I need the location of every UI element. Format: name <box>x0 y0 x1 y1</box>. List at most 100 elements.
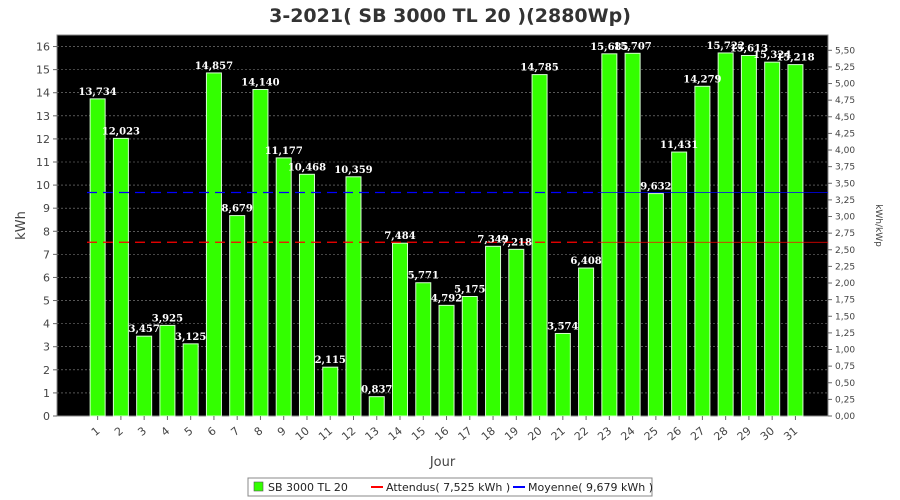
x-tick-label: 8 <box>252 424 266 438</box>
x-tick-label: 3 <box>135 424 149 438</box>
y-axis-right: 0,00 0,25 0,50 0,75 1,00 1,25 1,50 1,75 2,00 2,25… <box>828 46 855 422</box>
x-tick-label: 20 <box>525 424 544 443</box>
bar-data-label: 3,574 <box>547 321 578 332</box>
y-tick-label: 13 <box>36 110 50 123</box>
x-tick-label: 21 <box>549 424 568 443</box>
y2-tick-label: 3,75 <box>835 163 855 173</box>
x-tick-label: 5 <box>182 424 196 438</box>
x-tick-label: 23 <box>595 424 614 443</box>
bar <box>787 64 804 417</box>
y-tick-label: 14 <box>36 87 50 100</box>
bar-data-label: 15,722 <box>707 41 745 52</box>
bar-data-label: 5,771 <box>408 271 439 282</box>
bar-data-label: 5,175 <box>454 285 485 296</box>
bar <box>112 137 129 417</box>
y2-tick-label: 5,00 <box>835 80 855 90</box>
y2-tick-label: 1,25 <box>835 329 855 339</box>
bar <box>322 366 339 417</box>
y2-tick-label: 0,50 <box>835 379 855 389</box>
y2-tick-label: 1,75 <box>835 296 855 306</box>
bar-data-label: 0,837 <box>361 385 392 396</box>
x-tick-label: 15 <box>409 424 428 443</box>
bar <box>764 61 781 417</box>
bar-data-label: 9,632 <box>640 182 671 193</box>
y-tick-label: 0 <box>43 410 50 423</box>
bar-data-label: 10,359 <box>334 165 372 176</box>
x-axis: 1 2 3 4 5 6 7 8 9 10 11 12 13 14 15 16 17 18 19 20 21 22 23 24 2… <box>89 416 800 443</box>
bar <box>694 85 711 417</box>
legend-box <box>247 477 653 497</box>
y2-tick-label: 0,00 <box>835 412 855 422</box>
bars <box>89 52 804 417</box>
x-tick-label: 17 <box>456 424 475 443</box>
x-tick-label: 22 <box>572 424 591 443</box>
bar-data-label: 7,349 <box>477 234 508 245</box>
y2-axis-label: kWh/kWp <box>873 204 883 247</box>
bar-data-label: 14,785 <box>520 63 558 74</box>
bar <box>531 74 548 417</box>
y2-tick-label: 1,50 <box>835 312 855 322</box>
bar-data-label: 15,218 <box>776 53 814 64</box>
bar-data-label: 15,685 <box>590 42 628 53</box>
x-tick-label: 10 <box>293 424 312 443</box>
legend-item-label: Moyenne( 9,679 kWh ) <box>528 481 653 494</box>
bar-data-label: 14,279 <box>683 74 721 85</box>
x-tick-label: 30 <box>758 424 777 443</box>
x-tick-label: 27 <box>688 424 707 443</box>
bar-data-label: 15,707 <box>613 41 651 52</box>
x-tick-label: 11 <box>316 424 335 443</box>
bar <box>578 267 595 417</box>
bar <box>485 245 502 417</box>
bar <box>392 242 409 417</box>
y-axis-label: kWh <box>14 211 29 240</box>
x-tick-label: 4 <box>159 424 173 438</box>
y2-tick-label: 5,25 <box>835 63 855 73</box>
y-tick-label: 15 <box>36 64 50 77</box>
bar-data-label: 7,484 <box>384 231 415 242</box>
bar <box>740 54 757 417</box>
legend-item-label: Attendus( 7,525 kWh ) <box>386 481 510 494</box>
bar-data-label: 14,857 <box>195 61 233 72</box>
chart-title: 3-2021( SB 3000 TL 20 )(2880Wp) <box>269 5 631 27</box>
x-tick-label: 24 <box>618 424 637 443</box>
bar-data-label: 4,792 <box>431 293 462 304</box>
bar <box>415 282 432 417</box>
y2-tick-label: 3,00 <box>835 213 855 223</box>
bar <box>229 215 246 417</box>
bar <box>554 332 571 417</box>
y2-tick-label: 1,00 <box>835 346 855 356</box>
x-axis-label: Jour <box>429 455 456 470</box>
bar-data-label: 15,613 <box>730 43 768 54</box>
y2-tick-label: 4,75 <box>835 96 855 106</box>
bar <box>136 335 153 417</box>
bar-data-label: 2,115 <box>315 355 346 366</box>
x-tick-label: 26 <box>665 424 684 443</box>
legend: SB 3000 TL 20 Attendus( 7,525 kWh ) Moyenn… <box>247 477 653 497</box>
x-tick-label: 31 <box>781 424 800 443</box>
bar-data-label: 3,457 <box>128 324 159 335</box>
bar-data-label: 14,140 <box>241 77 279 88</box>
bar <box>601 53 618 417</box>
y2-tick-label: 0,75 <box>835 362 855 372</box>
bar-data-label: 8,679 <box>222 204 253 215</box>
x-tick-label: 13 <box>363 424 382 443</box>
x-tick-label: 2 <box>112 424 126 438</box>
y-tick-label: 6 <box>43 271 50 284</box>
x-tick-label: 6 <box>205 424 219 438</box>
bar <box>298 173 315 417</box>
bar-data-label: 6,408 <box>570 256 601 267</box>
y2-tick-label: 3,50 <box>835 179 855 189</box>
bar-data-label: 15,324 <box>753 50 791 61</box>
reference-lines <box>87 191 828 243</box>
y2-tick-label: 4,25 <box>835 129 855 139</box>
bar-data-label: 11,177 <box>265 146 303 157</box>
bar <box>89 98 106 417</box>
y-tick-label: 4 <box>43 318 50 331</box>
bar-data-label: 10,468 <box>288 162 326 173</box>
bar <box>671 151 688 417</box>
x-tick-label: 19 <box>502 424 521 443</box>
y2-tick-label: 2,50 <box>835 246 855 256</box>
